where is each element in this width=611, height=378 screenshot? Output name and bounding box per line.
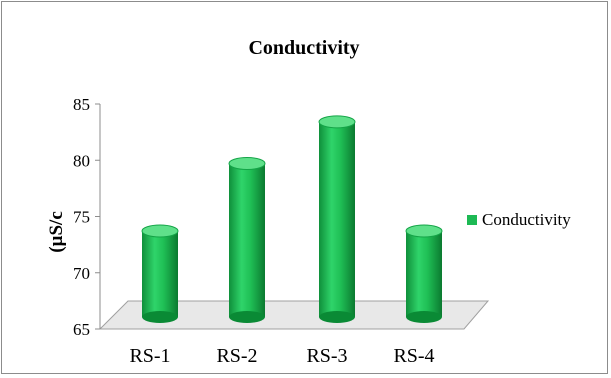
y-axis-label: (µS/c <box>46 211 67 253</box>
bar-rs-2 <box>228 157 266 323</box>
bar-top <box>141 224 179 238</box>
legend: Conductivity <box>467 210 571 229</box>
y-tick-label: 85 <box>73 95 90 114</box>
bar-top <box>228 157 266 170</box>
bar-body <box>319 121 355 317</box>
conductivity-chart: Conductivity (µS/c 65 70 75 80 85 RS-1 RS-2 RS-… <box>46 37 571 367</box>
chart-title: Conductivity <box>248 37 359 59</box>
bar-rs-4 <box>405 224 443 323</box>
x-tick-label-rs-2: RS-2 <box>216 345 257 367</box>
bar-rs-1 <box>141 224 179 323</box>
y-tick-label: 75 <box>73 208 90 227</box>
bar-rs-3 <box>318 115 356 323</box>
x-tick-label-rs-1: RS-1 <box>129 345 170 367</box>
x-tick-label-rs-4: RS-4 <box>393 345 434 367</box>
plot-area: 65 70 75 80 85 RS-1 RS-2 RS-3 RS-4 <box>73 95 490 367</box>
bar-base <box>229 311 265 323</box>
bar-base <box>142 311 178 323</box>
y-tick-label: 65 <box>73 320 90 339</box>
legend-swatch-conductivity <box>467 215 477 225</box>
bar-top <box>405 224 443 238</box>
y-tick-label: 70 <box>73 264 90 283</box>
bar-body <box>142 231 178 317</box>
bar-base <box>319 311 355 323</box>
bar-body <box>229 163 265 317</box>
bar-base <box>406 311 442 323</box>
x-tick-label-rs-3: RS-3 <box>306 345 347 367</box>
y-tick-label: 80 <box>73 151 90 170</box>
legend-label-conductivity: Conductivity <box>482 210 571 229</box>
bar-top <box>318 115 356 129</box>
bar-body <box>406 231 442 317</box>
chart-floor <box>98 300 490 330</box>
